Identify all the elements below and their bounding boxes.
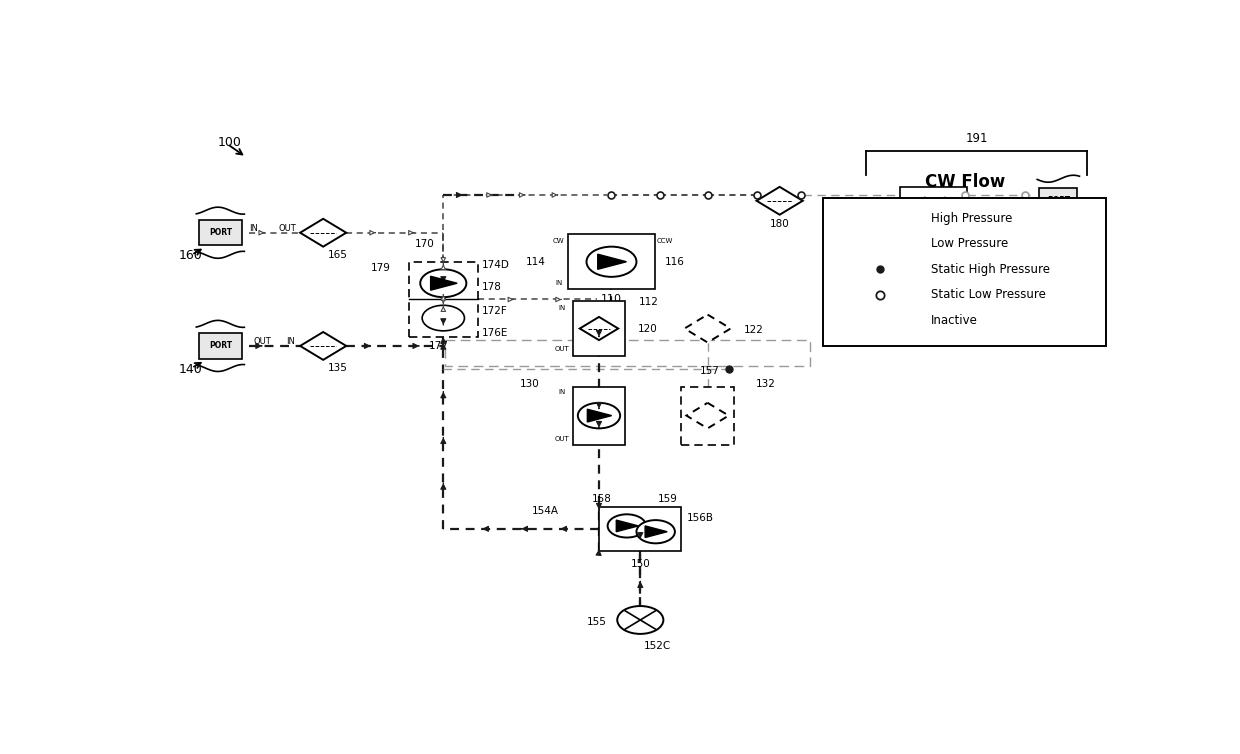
Text: 172F: 172F — [481, 306, 507, 316]
Text: 191: 191 — [966, 132, 988, 146]
Text: 160: 160 — [179, 250, 203, 262]
Text: 140: 140 — [179, 363, 203, 375]
Text: 165: 165 — [327, 250, 348, 260]
Text: 150: 150 — [631, 559, 651, 569]
Circle shape — [587, 247, 636, 277]
Text: OUT: OUT — [254, 337, 272, 346]
Text: PORT: PORT — [208, 228, 232, 238]
Text: CW: CW — [553, 238, 564, 244]
Bar — [445, 340, 811, 366]
Polygon shape — [430, 276, 458, 290]
Bar — [573, 387, 625, 445]
Circle shape — [420, 269, 466, 297]
Circle shape — [578, 403, 620, 428]
Text: 122: 122 — [744, 325, 764, 335]
Bar — [681, 387, 734, 445]
Bar — [409, 262, 477, 337]
Text: Inactive: Inactive — [930, 314, 977, 327]
Polygon shape — [684, 314, 730, 342]
Text: 132: 132 — [755, 379, 775, 388]
Text: High Pressure: High Pressure — [930, 212, 1012, 225]
Text: 100: 100 — [217, 136, 242, 149]
Circle shape — [1003, 241, 1045, 266]
Bar — [573, 301, 625, 356]
Circle shape — [636, 520, 675, 544]
Text: 159: 159 — [657, 494, 677, 504]
Text: Static Low Pressure: Static Low Pressure — [930, 288, 1045, 302]
Polygon shape — [588, 409, 611, 422]
Text: 190: 190 — [924, 219, 944, 229]
Text: 116: 116 — [665, 257, 684, 267]
Text: 120: 120 — [637, 323, 657, 333]
Text: 158: 158 — [593, 494, 613, 504]
Text: Static High Pressure: Static High Pressure — [930, 263, 1049, 276]
Text: 135: 135 — [327, 363, 348, 373]
Text: 177: 177 — [429, 341, 449, 351]
Text: OUT: OUT — [556, 346, 570, 352]
Text: 157: 157 — [699, 366, 719, 376]
Text: 155: 155 — [587, 617, 606, 627]
Text: 178: 178 — [481, 282, 502, 292]
Text: 174D: 174D — [481, 259, 510, 270]
Polygon shape — [300, 219, 346, 247]
Text: CCW: CCW — [656, 238, 672, 244]
Polygon shape — [616, 520, 639, 532]
Circle shape — [618, 606, 663, 634]
Text: 112: 112 — [639, 297, 658, 308]
Bar — [823, 198, 1106, 346]
Text: OUT: OUT — [556, 436, 570, 442]
Bar — [599, 507, 681, 550]
Text: IN: IN — [559, 389, 567, 395]
Bar — [900, 187, 967, 215]
Bar — [198, 220, 242, 246]
Text: 176E: 176E — [481, 328, 508, 338]
Text: CW Flow: CW Flow — [925, 173, 1004, 191]
Circle shape — [608, 514, 646, 538]
Text: IN: IN — [249, 224, 258, 232]
Polygon shape — [300, 332, 346, 360]
Text: IN: IN — [559, 305, 567, 311]
Text: 170: 170 — [414, 239, 434, 250]
Polygon shape — [580, 317, 619, 340]
Polygon shape — [598, 254, 626, 269]
Text: Low Pressure: Low Pressure — [930, 238, 1008, 250]
Text: 110: 110 — [601, 295, 622, 305]
Bar — [198, 333, 242, 359]
Text: 130: 130 — [520, 379, 539, 388]
Polygon shape — [687, 403, 729, 428]
Bar — [568, 234, 655, 290]
Text: 195: 195 — [1048, 228, 1069, 238]
Text: OUT: OUT — [278, 224, 296, 232]
Text: PORT: PORT — [1047, 196, 1070, 205]
Text: 114: 114 — [526, 257, 546, 267]
Text: 154A: 154A — [532, 507, 558, 516]
Text: 156B: 156B — [687, 513, 713, 523]
Text: 179: 179 — [371, 262, 391, 272]
Text: PORT: PORT — [208, 342, 232, 351]
Polygon shape — [645, 526, 667, 538]
Text: 180: 180 — [770, 219, 790, 229]
Text: 192: 192 — [1017, 225, 1037, 234]
Bar — [1039, 188, 1078, 213]
Circle shape — [422, 305, 465, 331]
Text: 152C: 152C — [644, 640, 671, 651]
Text: IN: IN — [556, 280, 562, 286]
Polygon shape — [756, 187, 802, 215]
Text: IN: IN — [285, 337, 295, 346]
